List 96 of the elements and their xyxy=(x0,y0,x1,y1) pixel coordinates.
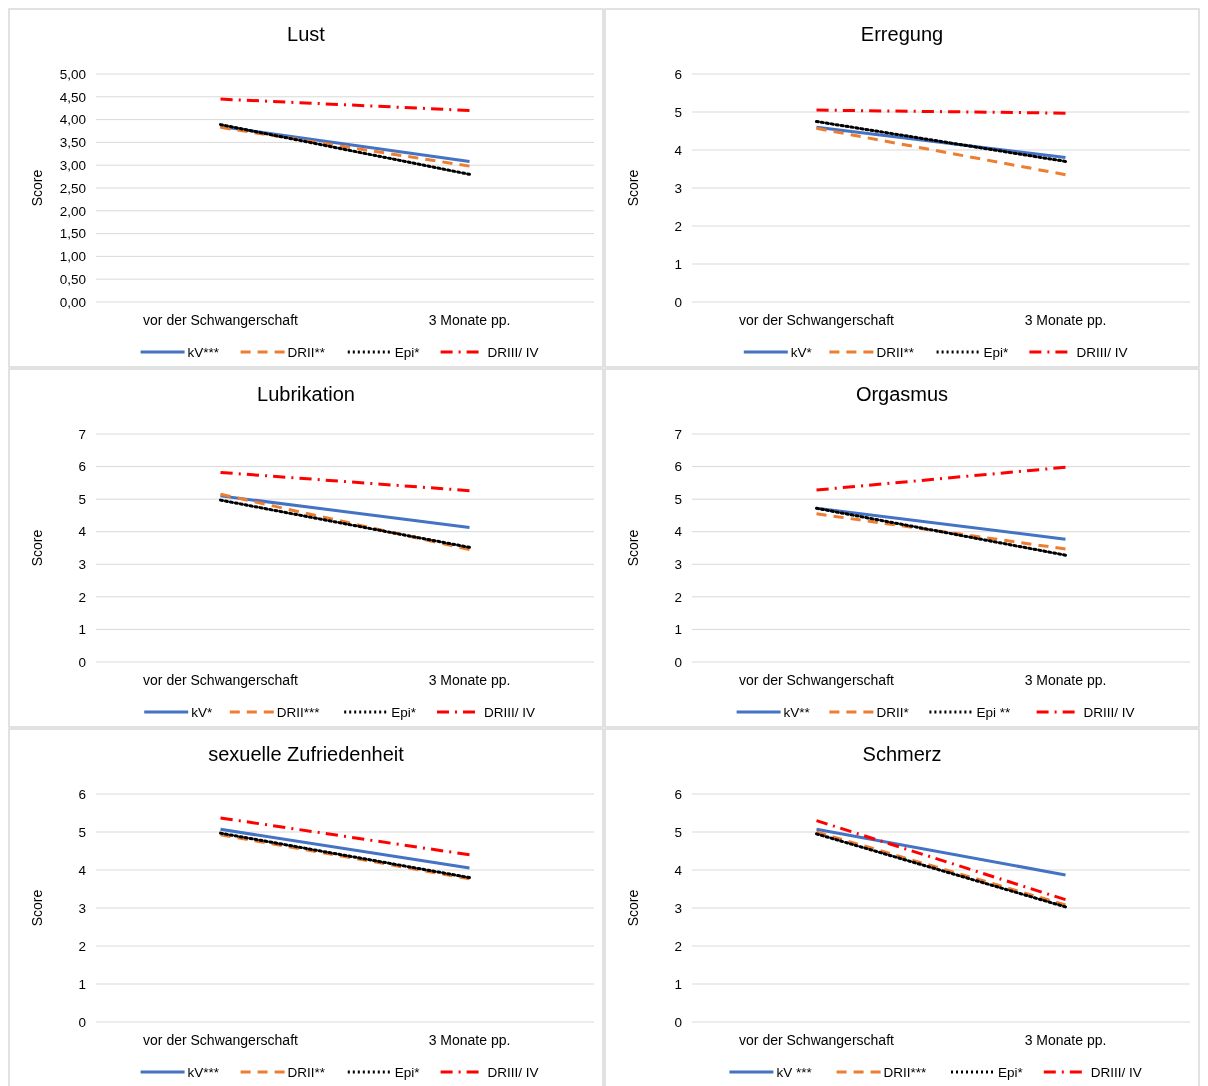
legend-label: DRII* xyxy=(876,704,910,720)
y-tick-label: 1 xyxy=(78,622,86,638)
y-tick-label: 1 xyxy=(78,976,86,992)
y-tick-label: 6 xyxy=(674,786,682,802)
legend-label: Epi* xyxy=(983,344,1010,360)
legend-label: kV *** xyxy=(776,1064,813,1080)
y-tick-label: 3,00 xyxy=(59,157,86,173)
legend-label: Epi* xyxy=(998,1064,1024,1080)
y-tick-label: 0 xyxy=(78,654,86,670)
legend-label: DRIII/ IV xyxy=(484,704,536,720)
y-tick-label: 0 xyxy=(674,654,682,670)
legend-label: kV*** xyxy=(187,1064,220,1080)
y-tick-label: 0,50 xyxy=(59,271,86,287)
legend-label: Epi ** xyxy=(976,704,1011,720)
legend-label: kV*** xyxy=(187,344,220,360)
y-tick-label: 2 xyxy=(78,589,86,605)
chart-title: sexuelle Zufriedenheit xyxy=(208,743,405,765)
legend-label: DRII*** xyxy=(276,704,321,720)
y-tick-label: 7 xyxy=(78,426,86,442)
x-tick-label: vor der Schwangerschaft xyxy=(739,1032,895,1048)
y-tick-label: 3,50 xyxy=(59,135,86,151)
legend-label: DRIII/ IV xyxy=(1090,1064,1142,1080)
x-tick-label: vor der Schwangerschaft xyxy=(143,672,299,688)
y-tick-label: 4 xyxy=(674,142,683,158)
x-tick-label: vor der Schwangerschaft xyxy=(143,1032,299,1048)
x-tick-label: vor der Schwangerschaft xyxy=(739,312,895,328)
y-tick-label: 2,50 xyxy=(59,180,86,196)
x-tick-label: 3 Monate pp. xyxy=(428,1032,511,1048)
y-tick-label: 1 xyxy=(674,976,682,992)
legend-label: Epi* xyxy=(394,1064,421,1080)
y-tick-label: 6 xyxy=(674,66,682,82)
y-tick-label: 1,50 xyxy=(59,226,86,242)
y-tick-label: 5,00 xyxy=(59,66,86,82)
legend-label: DRII** xyxy=(876,344,915,360)
y-tick-label: 5 xyxy=(674,491,682,507)
y-axis-title: Score xyxy=(625,529,641,567)
y-tick-label: 1 xyxy=(674,256,682,272)
y-tick-label: 3 xyxy=(78,557,86,573)
y-axis-title: Score xyxy=(625,889,641,927)
y-axis-title: Score xyxy=(625,169,641,207)
y-tick-label: 2,00 xyxy=(59,203,86,219)
chart-title: Schmerz xyxy=(862,743,942,765)
x-tick-label: 3 Monate pp. xyxy=(1024,672,1107,688)
x-tick-label: 3 Monate pp. xyxy=(1024,312,1107,328)
y-tick-label: 4 xyxy=(674,862,683,878)
legend-label: DRII*** xyxy=(883,1064,928,1080)
y-tick-label: 4 xyxy=(674,524,683,540)
y-tick-label: 2 xyxy=(674,218,682,234)
y-tick-label: 2 xyxy=(78,938,86,954)
x-tick-label: vor der Schwangerschaft xyxy=(739,672,895,688)
y-tick-label: 3 xyxy=(78,900,86,916)
y-tick-label: 2 xyxy=(674,589,682,605)
legend-label: kV* xyxy=(191,704,213,720)
x-tick-label: 3 Monate pp. xyxy=(428,312,511,328)
chart-title: Lubrikation xyxy=(257,383,355,405)
y-axis-title: Score xyxy=(29,889,45,927)
y-tick-label: 4 xyxy=(78,862,87,878)
x-tick-label: 3 Monate pp. xyxy=(1024,1032,1107,1048)
y-tick-label: 4 xyxy=(78,524,87,540)
legend-label: Epi* xyxy=(394,344,421,360)
chart-title: Erregung xyxy=(860,23,944,45)
legend-label: kV* xyxy=(790,344,813,360)
y-tick-label: 3 xyxy=(674,900,682,916)
legend-label: DRIII/ IV xyxy=(1076,344,1128,360)
y-tick-label: 3 xyxy=(674,180,682,196)
y-tick-label: 4,00 xyxy=(59,112,86,128)
y-tick-label: 1,00 xyxy=(59,249,86,265)
legend-label: DRIII/ IV xyxy=(1083,704,1135,720)
y-axis-title: Score xyxy=(29,169,45,207)
x-tick-label: 3 Monate pp. xyxy=(428,672,511,688)
y-tick-label: 0,00 xyxy=(59,294,86,310)
x-tick-label: vor der Schwangerschaft xyxy=(143,312,299,328)
legend-label: kV** xyxy=(783,704,811,720)
y-tick-label: 6 xyxy=(78,786,86,802)
y-tick-label: 6 xyxy=(78,459,86,475)
y-tick-label: 0 xyxy=(674,1014,682,1030)
legend-label: DRIII/ IV xyxy=(487,1064,539,1080)
y-tick-label: 0 xyxy=(674,294,682,310)
chart-title: Orgasmus xyxy=(855,383,949,405)
chart-title: Lust xyxy=(287,23,326,45)
y-tick-label: 5 xyxy=(674,104,682,120)
legend-label: DRII** xyxy=(287,344,326,360)
y-tick-label: 0 xyxy=(78,1014,86,1030)
legend-label: DRIII/ IV xyxy=(487,344,539,360)
y-tick-label: 5 xyxy=(674,824,682,840)
y-tick-label: 2 xyxy=(674,938,682,954)
legend-label: DRII** xyxy=(287,1064,326,1080)
y-tick-label: 1 xyxy=(674,622,682,638)
y-tick-label: 5 xyxy=(78,824,86,840)
y-tick-label: 6 xyxy=(674,459,682,475)
legend-label: Epi* xyxy=(391,704,417,720)
y-tick-label: 5 xyxy=(78,491,86,507)
y-tick-label: 7 xyxy=(674,426,682,442)
y-tick-label: 4,50 xyxy=(59,89,86,105)
y-axis-title: Score xyxy=(29,529,45,567)
y-tick-label: 3 xyxy=(674,557,682,573)
